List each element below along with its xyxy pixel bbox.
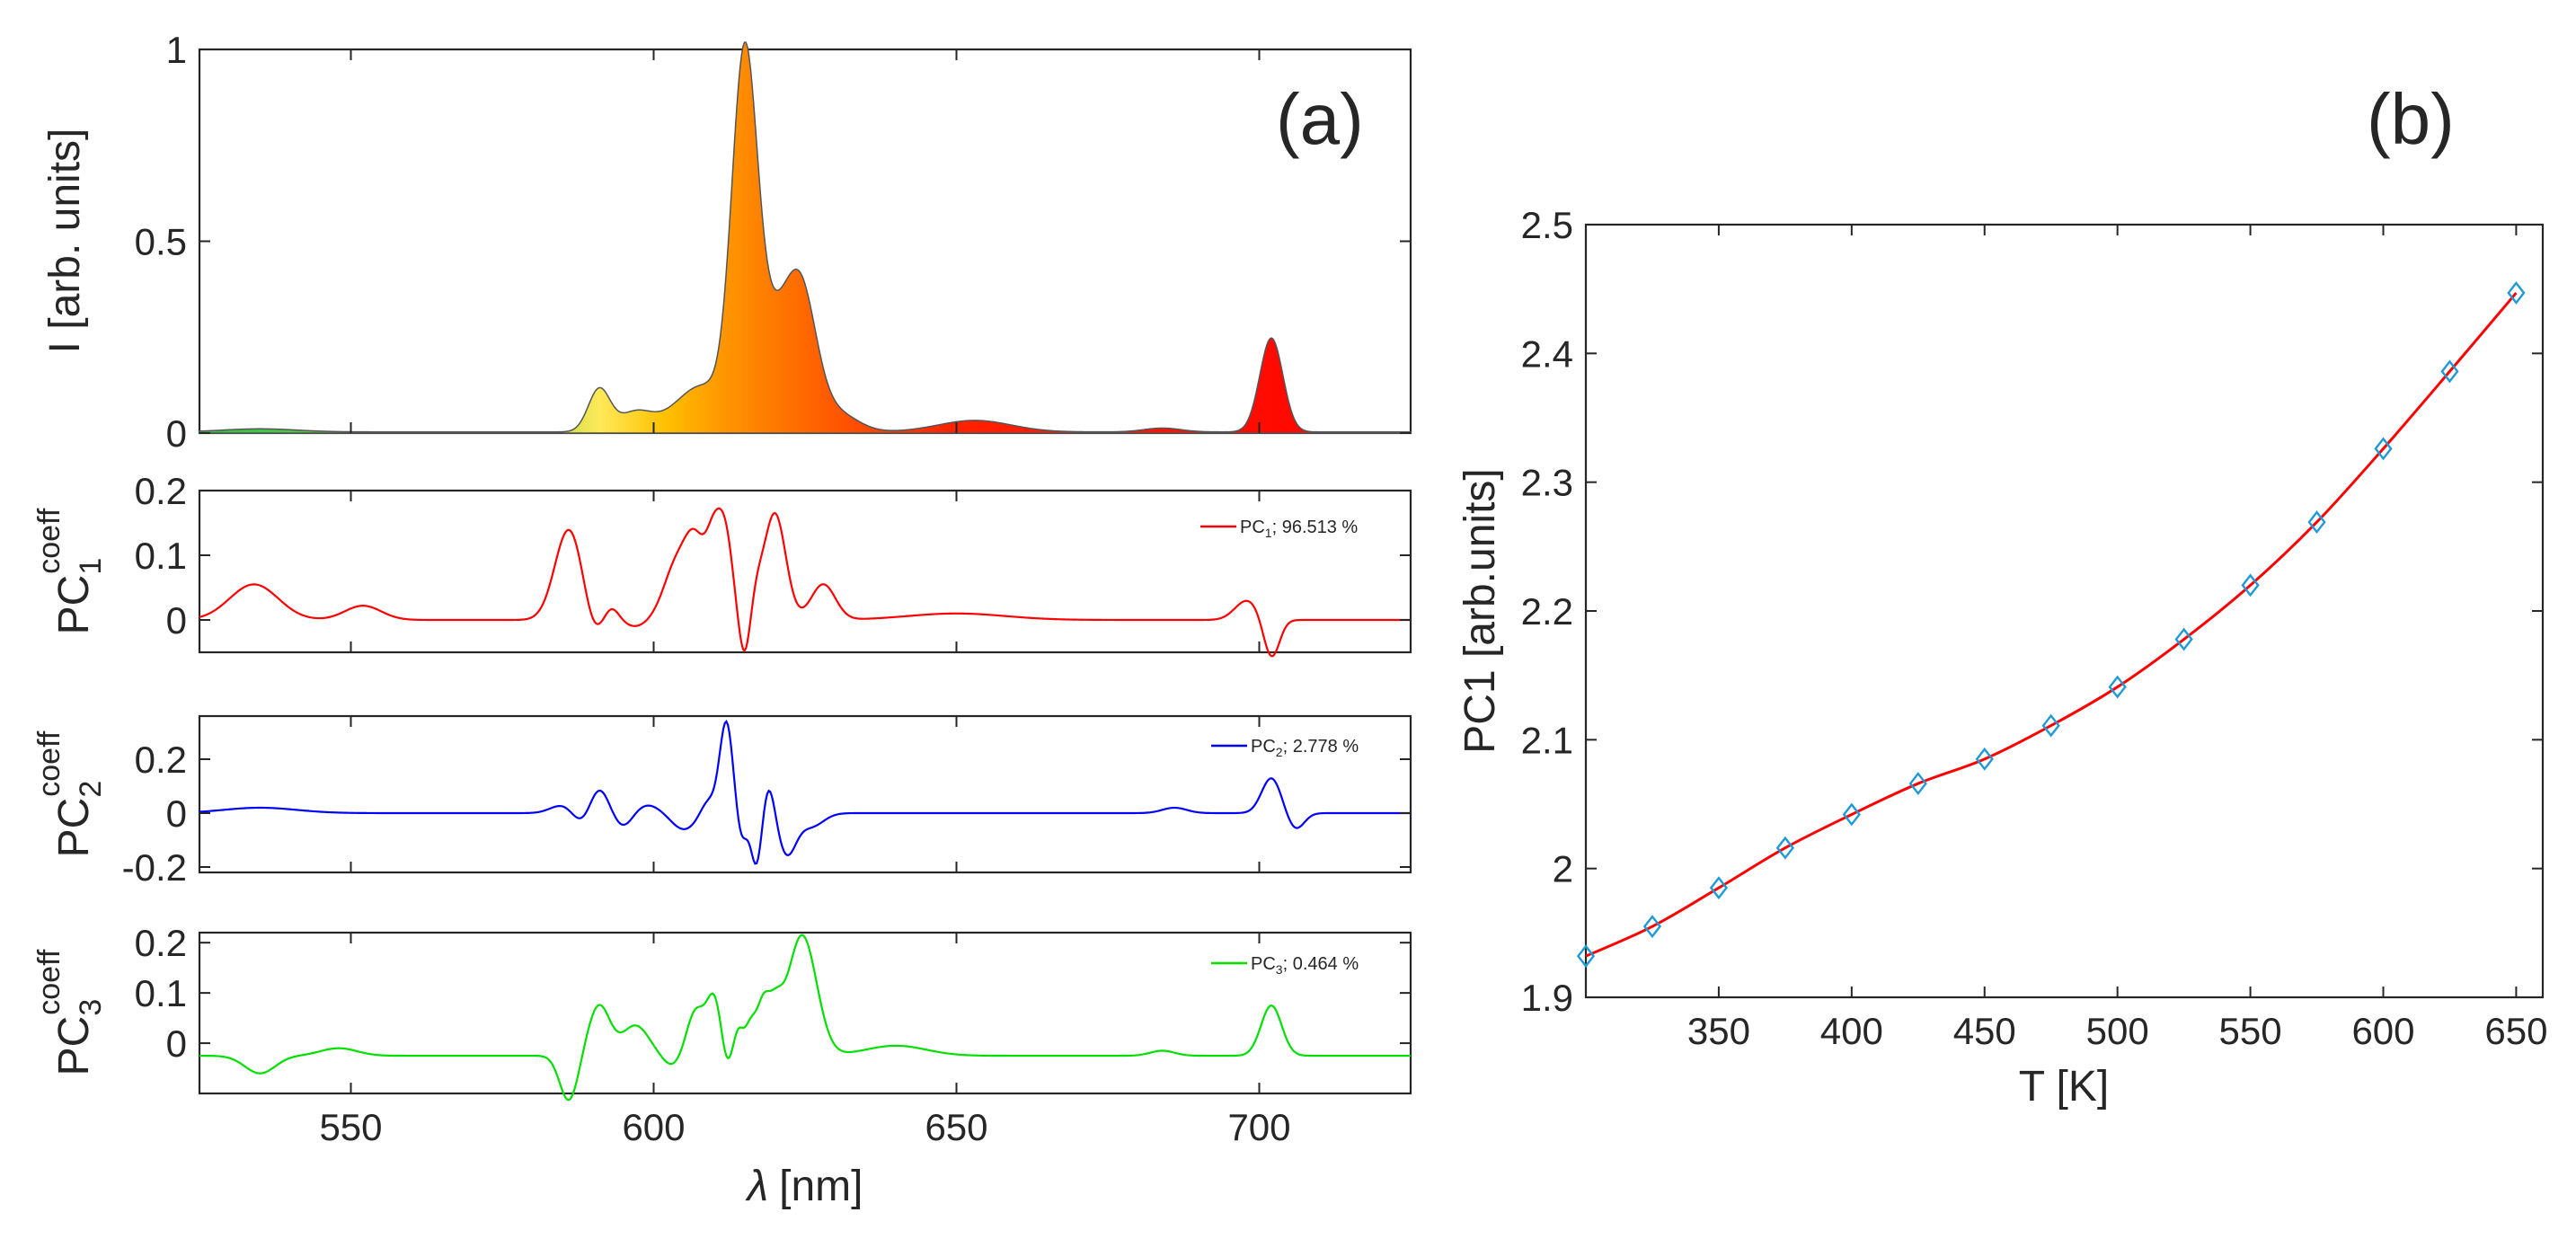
pcT-xtick-label: 650	[2484, 1010, 2547, 1052]
pc1-ytick-label: 0	[166, 599, 187, 642]
pc2-series-line	[199, 720, 1411, 865]
pc2-ytick-label: 0	[166, 792, 187, 835]
spectrum-area	[199, 41, 1412, 434]
pcT-xtick-label: 450	[1953, 1010, 2016, 1052]
pc3-marks: 0 0.1 0.2 550 600 650 700	[135, 922, 1411, 1148]
spectrum-ytick-label: 0.5	[135, 221, 187, 263]
pcT-data-point	[2108, 675, 2127, 699]
pcT-xtick-label: 600	[2351, 1010, 2414, 1052]
pcT-xtick-label: 550	[2219, 1010, 2282, 1052]
pc1-marks: 0 0.1 0.2	[135, 470, 1411, 658]
pcT-data-point	[1975, 747, 1994, 771]
pc1-frame	[198, 489, 1412, 654]
pcT-data-point	[1709, 876, 1729, 900]
pc1-ylabel: PC1coeff	[32, 508, 108, 634]
pc2-ytick-label: -0.2	[122, 846, 187, 889]
pc3-xtick-label: 700	[1227, 1106, 1290, 1148]
pcT-data-point	[1908, 772, 1927, 796]
pc1-ytick-label: 0.2	[135, 470, 187, 512]
pcT-xlabel: T [K]	[2019, 1063, 2109, 1111]
pc3-ylabel: PC3coeff	[32, 949, 108, 1075]
pcT-ytick-label: 1.9	[1521, 977, 1573, 1019]
pcT-fit-line	[1585, 292, 2518, 958]
spectrum-ylabel: I [arb. units]	[41, 128, 89, 354]
pcT-ytick-label: 2.2	[1521, 590, 1573, 633]
pcT-data-point	[1775, 836, 1794, 860]
pc3-ylabel-sup: coeff	[32, 949, 66, 1015]
pc1-legend-text: PC1; 96.513 %	[1240, 518, 1358, 540]
pc2-ylabel-sup: coeff	[32, 730, 66, 797]
spectrum-ytick-label: 1	[166, 29, 187, 71]
pcT-ytick-label: 2.3	[1521, 462, 1573, 504]
pc2-marks: -0.2 0 0.2	[122, 716, 1411, 889]
pc3-xtick-label: 600	[622, 1106, 685, 1148]
pc2-legend-text: PC2; 2.778 %	[1251, 737, 1359, 759]
pc3-legend-text: PC3; 0.464 %	[1251, 954, 1359, 977]
spectrum-ytick-label: 0	[166, 412, 187, 455]
pc1-ylabel-sub: 1	[74, 558, 108, 575]
panel-label-a: (a)	[1276, 79, 1364, 159]
spectrum-plot: 00.51 (a) I [arb. units]	[41, 29, 1412, 455]
pcT-ytick-label: 2	[1553, 848, 1573, 890]
pc1-ytick-label: 0.1	[135, 535, 187, 577]
pcT-data-point	[2507, 281, 2526, 305]
pc3-legend: PC3; 0.464 %	[1211, 954, 1359, 977]
pc3-ytick-label: 0.2	[135, 922, 187, 964]
pc3-ytick-label: 0.1	[135, 972, 187, 1014]
pc3-ylabel-sub: 3	[74, 999, 108, 1016]
pcT-data-point	[1576, 944, 1596, 969]
pc3-xtick-label: 550	[319, 1106, 382, 1148]
pcT-xtick-label: 400	[1820, 1010, 1883, 1052]
panel-label-b: (b)	[2367, 79, 2455, 159]
pcT-data-point	[2041, 713, 2060, 738]
spectrum-xlabel: λ [nm]	[745, 1163, 863, 1210]
pc1-plot: 00.10.2 PC1coeff PC1; 96.513 %	[32, 470, 1412, 658]
pc2-plot: -0.200.2 PC2coeff PC2; 2.778 %	[32, 714, 1412, 889]
pc1-series-line	[199, 507, 1411, 658]
pcT-data-point	[2374, 437, 2393, 461]
pcT-ylabel: PC1 [arb.units]	[1456, 468, 1504, 753]
pcT-data-point	[1842, 802, 1861, 827]
pcT-data-point	[2241, 573, 2260, 597]
pc2-ytick-label: 0.2	[135, 739, 187, 781]
pcT-data-point	[2440, 359, 2459, 384]
pc3-xtick-label: 650	[925, 1106, 987, 1148]
pc2-ylabel: PC2coeff	[32, 730, 108, 857]
pc1-vs-temperature-plot: 1.9 2 2.1 2.2 2.3 2.4 2.5 350 400 450 500 550 600 650…	[1456, 79, 2547, 1111]
pcT-marks: 1.9 2 2.1 2.2 2.3 2.4 2.5 350 400 450 500 550 600 650	[1521, 204, 2548, 1052]
pc1-ylabel-sup: coeff	[32, 508, 66, 574]
pcT-xtick-label: 500	[2086, 1010, 2149, 1052]
pcT-data-point	[2174, 627, 2193, 651]
pc3-series-line	[199, 934, 1411, 1102]
pcT-xtick-label: 350	[1687, 1010, 1750, 1052]
pcT-ytick-label: 2.4	[1521, 332, 1573, 375]
spectrum-marks: 00.51	[135, 29, 1412, 455]
pcT-ytick-label: 2.1	[1521, 719, 1573, 761]
pc2-legend: PC2; 2.778 %	[1211, 737, 1359, 759]
pc3-frame	[198, 931, 1412, 1095]
pcT-data-point	[2307, 510, 2326, 535]
pc2-ylabel-sub: 2	[74, 781, 108, 798]
pcT-data-point	[1642, 915, 1662, 939]
pcT-ytick-label: 2.5	[1521, 204, 1573, 246]
pc1-legend: PC1; 96.513 %	[1200, 518, 1358, 540]
pc3-ytick-label: 0	[166, 1022, 187, 1065]
pc2-frame	[198, 714, 1412, 874]
